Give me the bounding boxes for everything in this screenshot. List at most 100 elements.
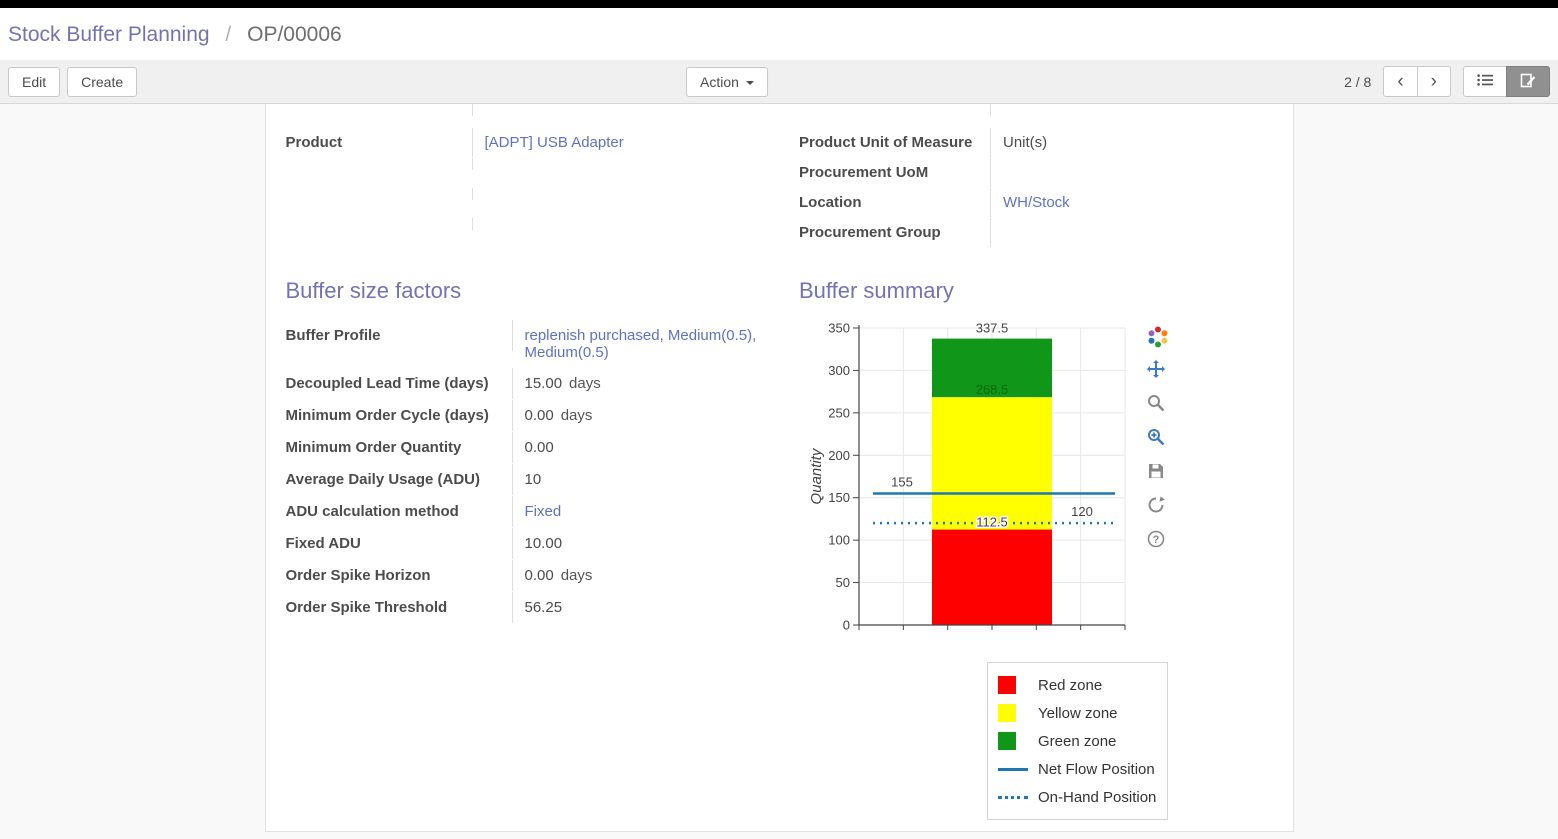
chart-annotation: 112.5 (976, 515, 1008, 530)
svg-text:?: ? (1153, 534, 1160, 546)
chart-zone-green[interactable] (932, 338, 1052, 398)
chevron-left-icon: ‹ (1397, 70, 1404, 92)
y-tick-label: 100 (828, 533, 850, 548)
legend-swatch-icon (998, 704, 1038, 722)
section-title-buffer-summary: Buffer summary (799, 278, 954, 303)
field-value: 0.00 (524, 439, 554, 456)
prev-page-button[interactable]: ‹ (1383, 66, 1418, 97)
chart-legend: Red zone Yellow zone Green zone Net Flow Po… (987, 662, 1168, 820)
adu-method-link[interactable]: Fixed (524, 503, 562, 520)
legend-item[interactable]: On-Hand Position (998, 783, 1157, 811)
chart-annotation: 155 (891, 474, 913, 489)
breadcrumb-link-stock-buffer-planning[interactable]: Stock Buffer Planning (8, 23, 210, 46)
action-button[interactable]: Action (686, 66, 768, 97)
control-panel: Edit Create Action 2 / 8 ‹ › (0, 60, 1558, 104)
y-axis-title: Quantity (808, 447, 825, 504)
field-value: 10.00 (524, 535, 563, 552)
top-menu-bar (0, 0, 1558, 8)
save-icon[interactable] (1147, 462, 1167, 482)
field-label: Product (286, 128, 473, 157)
field-label: Minimum Order Cycle (days) (286, 400, 513, 431)
pager-buttons: ‹ › (1383, 66, 1451, 97)
list-view-button[interactable] (1463, 66, 1507, 97)
field-label: Minimum Order Quantity (286, 432, 513, 463)
buffer-summary-section: Buffer summary 0 50 100 150 200 250 300 350 Quan… (779, 278, 1273, 820)
field-label: Procurement UoM (799, 158, 991, 187)
chevron-right-icon: › (1430, 70, 1437, 92)
legend-item[interactable]: Green zone (998, 727, 1157, 755)
help-icon[interactable]: ? (1147, 530, 1167, 550)
edit-button[interactable]: Edit (8, 66, 61, 97)
legend-swatch-icon (998, 676, 1038, 694)
product-link[interactable]: [ADPT] USB Adapter (484, 134, 624, 151)
buffer-factors-fields: Buffer Profile replenish purchased, Medi… (286, 320, 780, 624)
y-tick-label: 300 (828, 363, 850, 378)
action-button-label: Action (700, 73, 739, 90)
field-label: Order Spike Horizon (286, 560, 513, 591)
next-page-button[interactable]: › (1416, 66, 1451, 97)
form-edit-icon (1520, 73, 1536, 91)
buffer-size-factors-section: Buffer size factors Buffer Profile reple… (286, 278, 780, 820)
field-label: Product Unit of Measure (799, 128, 991, 157)
legend-item[interactable]: Yellow zone (998, 699, 1157, 727)
field-value: 56.25 (524, 599, 563, 616)
create-button[interactable]: Create (67, 66, 138, 97)
field-value: 10 (524, 471, 542, 488)
field-label: Procurement Group (799, 218, 991, 247)
breadcrumb-current: OP/00006 (247, 23, 342, 46)
legend-swatch-icon (998, 795, 1038, 799)
field-unit: days (560, 407, 593, 424)
field-label: Decoupled Lead Time (days) (286, 368, 513, 399)
location-link[interactable]: WH/Stock (1003, 194, 1070, 211)
y-tick-label: 200 (828, 448, 850, 463)
reset-icon[interactable] (1147, 496, 1167, 516)
y-tick-label: 0 (843, 618, 850, 633)
content-area: Product [ADPT] USB Adapter Product Unit … (0, 104, 1558, 839)
chart-annotation: 268.5 (976, 382, 1009, 397)
chart-zone-red[interactable] (932, 529, 1052, 625)
chart-annotation: 337.5 (976, 321, 1009, 336)
info-group: Product [ADPT] USB Adapter Product Unit … (286, 104, 1273, 248)
field-label: Location (799, 188, 991, 217)
breadcrumb-separator: / (225, 23, 232, 46)
info-column-left: Product [ADPT] USB Adapter (286, 104, 780, 248)
control-panel-right: 2 / 8 ‹ › (1344, 66, 1550, 97)
chart-annotation: 120 (1071, 504, 1093, 519)
field-value (991, 218, 1003, 230)
buffer-chart[interactable]: 0 50 100 150 200 250 300 350 Quantity 337.5 268.5 1… (799, 320, 1273, 820)
view-switcher (1463, 66, 1550, 97)
control-panel-center: Action (686, 66, 768, 97)
field-value (991, 158, 1003, 170)
control-panel-left: Edit Create (8, 66, 138, 97)
info-column-right: Product Unit of Measure Unit(s) Procurem… (779, 104, 1273, 248)
field-value: 0.00 (524, 567, 554, 584)
field-label: Fixed ADU (286, 528, 513, 559)
legend-item[interactable]: Red zone (998, 671, 1157, 699)
y-tick-label: 250 (828, 405, 850, 420)
breadcrumb: Stock Buffer Planning / OP/00006 (0, 8, 1558, 60)
zoom-icon[interactable] (1147, 394, 1167, 414)
bottom-group: Buffer size factors Buffer Profile reple… (286, 278, 1273, 820)
field-label: ADU calculation method (286, 496, 513, 527)
chart-canvas[interactable]: 0 50 100 150 200 250 300 350 Quantity 337.5 268.5 1… (807, 320, 1141, 654)
buffer-profile-link[interactable]: replenish purchased, Medium(0.5), Medium… (524, 327, 757, 361)
form-view-button[interactable] (1506, 66, 1550, 97)
pager-value[interactable]: 2 / 8 (1344, 73, 1372, 90)
y-tick-label: 150 (828, 490, 850, 505)
list-icon (1477, 74, 1493, 90)
zoom-in-icon[interactable] (1147, 428, 1167, 448)
chart-zone-yellow[interactable] (932, 397, 1052, 530)
plotly-logo-icon[interactable] (1147, 326, 1168, 348)
legend-label: Yellow zone (1038, 704, 1118, 722)
chart-modebar: ? (1147, 326, 1168, 550)
section-title-buffer-size-factors: Buffer size factors (285, 278, 462, 303)
field-unit: days (569, 375, 601, 392)
legend-item[interactable]: Net Flow Position (998, 755, 1157, 783)
field-unit: days (560, 567, 593, 584)
pan-icon[interactable] (1147, 360, 1167, 380)
legend-swatch-icon (998, 767, 1038, 771)
legend-label: On-Hand Position (1038, 788, 1157, 806)
legend-label: Green zone (1038, 732, 1117, 750)
y-tick-label: 350 (828, 321, 850, 336)
